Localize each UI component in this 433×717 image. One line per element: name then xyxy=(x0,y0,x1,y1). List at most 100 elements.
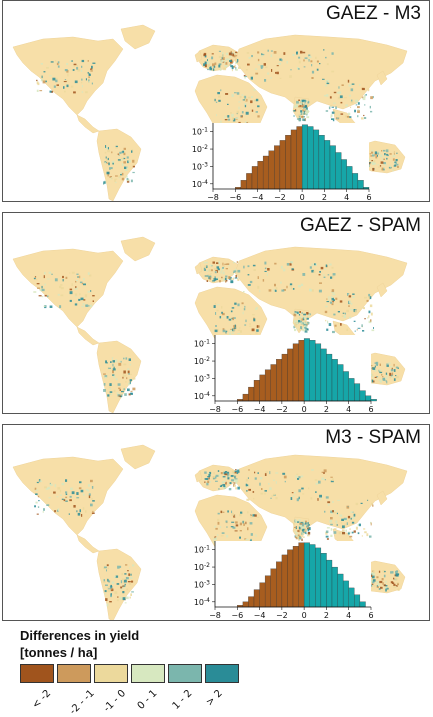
land-japan xyxy=(376,490,388,506)
legend-swatch xyxy=(94,664,128,683)
legend-label: 1 - 2 xyxy=(170,688,195,712)
histogram-bar xyxy=(348,587,355,608)
map-panel-m3-spam: M3 - SPAM −8 −6 −4 −2 0 2 4 6 10-4 10-3 10-2 10-1 xyxy=(2,424,430,621)
x-tick-label: −6 xyxy=(231,611,243,619)
histogram-bar xyxy=(348,378,355,402)
legend-title-line1: Differences in yield xyxy=(20,628,140,643)
histogram-bar xyxy=(346,166,353,190)
legend-label: 0 - 1 xyxy=(135,688,160,712)
x-tick-label: −2 xyxy=(276,405,288,413)
y-tick-label: 10-1 xyxy=(194,545,210,555)
x-tick-label: 6 xyxy=(366,193,371,201)
panel-title: GAEZ - SPAM xyxy=(299,215,421,236)
histogram-bar xyxy=(320,553,327,608)
histogram-bar xyxy=(315,547,322,608)
histogram-bar xyxy=(279,140,286,190)
land-uk xyxy=(194,262,203,275)
legend-swatch xyxy=(168,664,202,683)
histogram: −8 −6 −4 −2 0 2 4 6 10-4 10-3 10-2 10-1 xyxy=(192,123,372,201)
histogram-bar xyxy=(303,542,310,608)
histogram-bar xyxy=(342,580,349,608)
histogram-bar xyxy=(370,399,377,402)
histogram-bar xyxy=(318,135,325,190)
land-japan xyxy=(376,70,388,86)
x-tick-label: 4 xyxy=(344,193,349,201)
histogram-bar xyxy=(298,340,305,402)
histogram-bar xyxy=(264,575,271,608)
legend-label: < -2 xyxy=(30,688,54,712)
histogram-bar xyxy=(248,386,255,402)
histogram-bar xyxy=(309,544,316,608)
histogram-bar xyxy=(253,589,260,608)
histogram-bar xyxy=(320,348,327,402)
histogram-bar xyxy=(281,554,288,608)
histogram-bar xyxy=(259,374,266,402)
x-tick-label: 6 xyxy=(368,405,373,413)
histogram-bar xyxy=(303,338,310,402)
y-tick-label: 10-4 xyxy=(194,391,210,401)
y-tick-label: 10-3 xyxy=(194,579,210,589)
histogram-bar xyxy=(274,145,281,190)
y-tick-label: 10-2 xyxy=(194,562,210,572)
land-central-america xyxy=(76,326,100,346)
histogram-bar xyxy=(240,180,247,190)
map-panel-gaez-m3: GAEZ - M3 −8 −6 −4 −2 0 2 4 6 10-4 10-3 10-2 10-1 xyxy=(2,0,430,202)
x-tick-label: −8 xyxy=(209,611,221,619)
y-tick-label: 10-2 xyxy=(192,144,208,154)
histogram-bar xyxy=(292,343,299,402)
histogram-bar xyxy=(340,159,347,190)
histogram: −8 −6 −4 −2 0 2 4 6 10-4 10-3 10-2 10-1 xyxy=(194,541,374,619)
x-tick-label: −2 xyxy=(276,611,288,619)
x-tick-label: 6 xyxy=(368,611,373,619)
land-greenland xyxy=(120,24,156,50)
x-tick-label: −2 xyxy=(274,193,286,201)
histogram-bar xyxy=(285,135,292,190)
histogram-bar xyxy=(253,380,260,402)
x-tick-label: −6 xyxy=(231,405,243,413)
land-uk xyxy=(194,50,203,63)
histogram-bar xyxy=(365,395,372,402)
y-tick-label: 10-2 xyxy=(194,356,210,366)
histogram-bar xyxy=(354,383,361,402)
histogram-bar xyxy=(354,594,361,608)
histogram-bar xyxy=(357,180,364,190)
histogram-bar xyxy=(331,566,338,608)
histogram-bar xyxy=(337,364,344,402)
histogram-bar xyxy=(359,601,366,608)
x-tick-label: −4 xyxy=(254,611,266,619)
histogram-bar xyxy=(290,129,297,190)
land-japan xyxy=(376,282,388,298)
histogram-bar xyxy=(248,596,255,608)
legend-swatch xyxy=(205,664,239,683)
x-tick-label: 0 xyxy=(302,611,307,619)
histogram-bar xyxy=(242,601,249,608)
legend-swatches xyxy=(20,664,242,683)
y-tick-label: 10-4 xyxy=(194,597,210,607)
histogram-bar xyxy=(246,173,253,190)
legend-label: -1 - 0 xyxy=(101,688,129,715)
histogram-bar xyxy=(309,340,316,402)
histogram-bar xyxy=(251,166,258,190)
histogram-bar xyxy=(287,348,294,402)
x-tick-label: 4 xyxy=(346,611,351,619)
legend-label: > 2 xyxy=(204,688,225,709)
histogram-bar xyxy=(270,364,277,402)
x-tick-label: −6 xyxy=(229,193,241,201)
land-europe xyxy=(196,464,240,492)
y-tick-label: 10-1 xyxy=(194,339,210,349)
histogram-bar xyxy=(315,343,322,402)
x-tick-label: −8 xyxy=(207,193,219,201)
histogram-bar xyxy=(257,161,264,190)
land-central-america xyxy=(76,114,100,134)
histogram-bar xyxy=(268,150,275,190)
y-tick-label: 10-3 xyxy=(192,161,208,171)
histogram-bar xyxy=(331,359,338,402)
land-central-america xyxy=(76,534,100,554)
histogram-bar xyxy=(324,140,331,190)
histogram-bar xyxy=(259,582,266,608)
histogram-bar xyxy=(329,145,336,190)
histogram-bar xyxy=(242,393,249,402)
histogram-bar xyxy=(342,371,349,402)
histogram-bar xyxy=(335,152,342,190)
